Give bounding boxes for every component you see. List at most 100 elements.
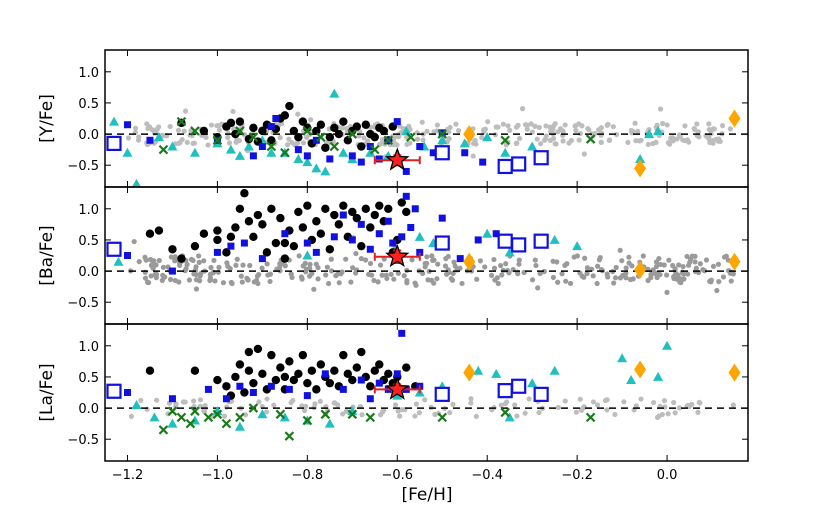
gray-field-point — [335, 402, 341, 408]
gray-field-point — [472, 137, 478, 144]
gray-field-point — [429, 253, 435, 259]
blue-square-point — [407, 223, 415, 231]
black-circle-point — [289, 126, 299, 136]
green-cross-point — [248, 403, 259, 413]
gray-field-point — [500, 121, 506, 127]
gray-field-point — [353, 250, 359, 257]
gray-field-point — [422, 397, 428, 403]
gray-field-point — [377, 262, 384, 268]
black-circle-point — [316, 120, 326, 129]
blue-square-point — [222, 395, 230, 403]
panel-1: −0.5 0.0 0.5 1.0 [Y/Fe] — [37, 49, 749, 188]
gray-field-point — [303, 403, 309, 410]
black-circle-point — [316, 229, 326, 238]
gray-field-point — [264, 261, 270, 267]
blue-square-point — [375, 230, 383, 238]
gray-field-point — [612, 275, 619, 281]
gray-field-point — [499, 272, 505, 278]
gray-field-point — [443, 271, 450, 277]
black-circle-point — [289, 241, 299, 251]
gray-field-point — [494, 275, 500, 281]
blue-square-point — [402, 192, 410, 200]
panels: −0.50.00.51.0[Y/Fe]−0.50.00.51.0[Ba/Fe]−… — [37, 49, 749, 462]
black-circle-point — [145, 366, 155, 375]
gray-field-point — [594, 402, 601, 408]
black-circle-point — [298, 117, 308, 126]
gray-field-point — [633, 138, 639, 144]
gray-field-point — [307, 261, 313, 267]
gray-field-point — [512, 402, 518, 408]
gray-field-point — [239, 279, 245, 285]
black-circle-point — [235, 360, 245, 369]
green-cross-point — [302, 415, 313, 426]
gray-field-point — [479, 134, 485, 141]
gray-field-point — [670, 136, 676, 142]
gray-field-point — [677, 133, 683, 140]
black-circle-point — [235, 204, 245, 213]
gray-field-point — [227, 265, 233, 272]
gray-field-point — [682, 123, 688, 129]
gray-field-point — [361, 135, 367, 141]
gray-field-point — [326, 280, 332, 287]
black-circle-point — [267, 136, 276, 145]
green-cross-point — [437, 412, 448, 423]
panel-frame — [104, 323, 749, 462]
cyan-triangle-point — [401, 125, 412, 135]
gray-field-point — [392, 402, 399, 408]
blue-open-square-point — [434, 235, 450, 251]
gray-field-point — [504, 399, 510, 405]
gray-field-point — [676, 262, 682, 268]
gray-field-point — [692, 259, 698, 265]
gray-field-point — [670, 262, 676, 269]
gray-field-point — [719, 123, 726, 129]
black-circle-point — [325, 132, 335, 142]
gray-field-point — [211, 257, 217, 264]
plot-area — [105, 329, 748, 441]
blue-square-point — [326, 155, 334, 163]
gray-field-point — [573, 127, 579, 134]
gray-field-point — [395, 408, 401, 414]
cyan-triangle-point — [482, 132, 493, 142]
black-circle-point — [249, 378, 258, 388]
black-circle-point — [375, 360, 384, 369]
gray-field-point — [482, 264, 488, 270]
gray-field-point — [682, 138, 688, 144]
gray-field-point — [240, 262, 246, 268]
gray-field-point — [173, 401, 179, 407]
black-circle-point — [154, 226, 164, 235]
black-circle-point — [222, 382, 231, 391]
gray-field-point — [302, 408, 308, 414]
target-star-point — [385, 147, 410, 171]
gray-field-point — [350, 265, 356, 271]
gray-field-point — [328, 268, 335, 274]
cyan-triangle-point — [234, 150, 245, 160]
gray-field-point — [701, 268, 708, 274]
gray-field-point — [225, 130, 231, 136]
gray-field-point — [424, 254, 430, 260]
gray-field-point — [156, 257, 162, 264]
gray-field-point — [286, 136, 292, 142]
gray-field-point — [208, 264, 214, 271]
blue-square-point — [227, 242, 235, 250]
green-cross-point — [500, 407, 510, 418]
green-cross-point — [158, 144, 169, 155]
gray-field-point — [571, 254, 577, 260]
gray-field-point — [590, 399, 597, 405]
gray-field-point — [226, 140, 233, 146]
gray-field-point — [154, 397, 160, 403]
gray-field-point — [675, 272, 681, 278]
gray-field-point — [650, 140, 656, 147]
gray-field-point — [397, 413, 403, 419]
black-circle-point — [357, 241, 366, 251]
x-tick-label: −0.8 — [292, 468, 324, 483]
gray-field-point — [128, 413, 135, 420]
gray-field-point — [401, 273, 407, 279]
gray-field-point — [299, 403, 305, 409]
cyan-triangle-point — [653, 371, 664, 381]
green-cross-point — [212, 409, 223, 420]
black-circle-point — [339, 350, 348, 360]
black-circle-point — [280, 238, 290, 248]
black-circle-point — [249, 232, 258, 242]
gray-field-point — [296, 253, 302, 259]
